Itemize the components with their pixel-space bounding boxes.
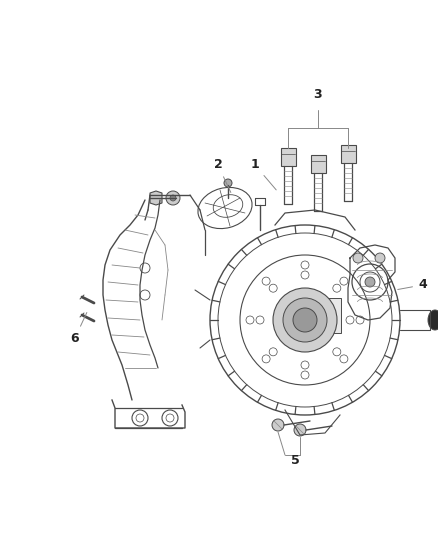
Circle shape [166,191,180,205]
Text: 2: 2 [214,158,231,192]
Circle shape [273,288,337,352]
Circle shape [353,253,363,263]
FancyBboxPatch shape [341,145,356,163]
Circle shape [293,308,317,332]
Circle shape [283,298,327,342]
Text: 3: 3 [314,88,322,101]
Circle shape [375,253,385,263]
FancyBboxPatch shape [281,148,296,166]
Text: 1: 1 [251,158,276,190]
Polygon shape [150,191,162,205]
Text: 5: 5 [291,454,300,466]
FancyBboxPatch shape [311,155,326,173]
Circle shape [170,195,176,201]
Circle shape [272,419,284,431]
Circle shape [365,277,375,287]
Circle shape [224,179,232,187]
Text: 4: 4 [398,279,427,292]
Text: 6: 6 [71,312,87,344]
FancyBboxPatch shape [289,298,341,333]
Circle shape [294,424,306,436]
Ellipse shape [428,310,438,330]
